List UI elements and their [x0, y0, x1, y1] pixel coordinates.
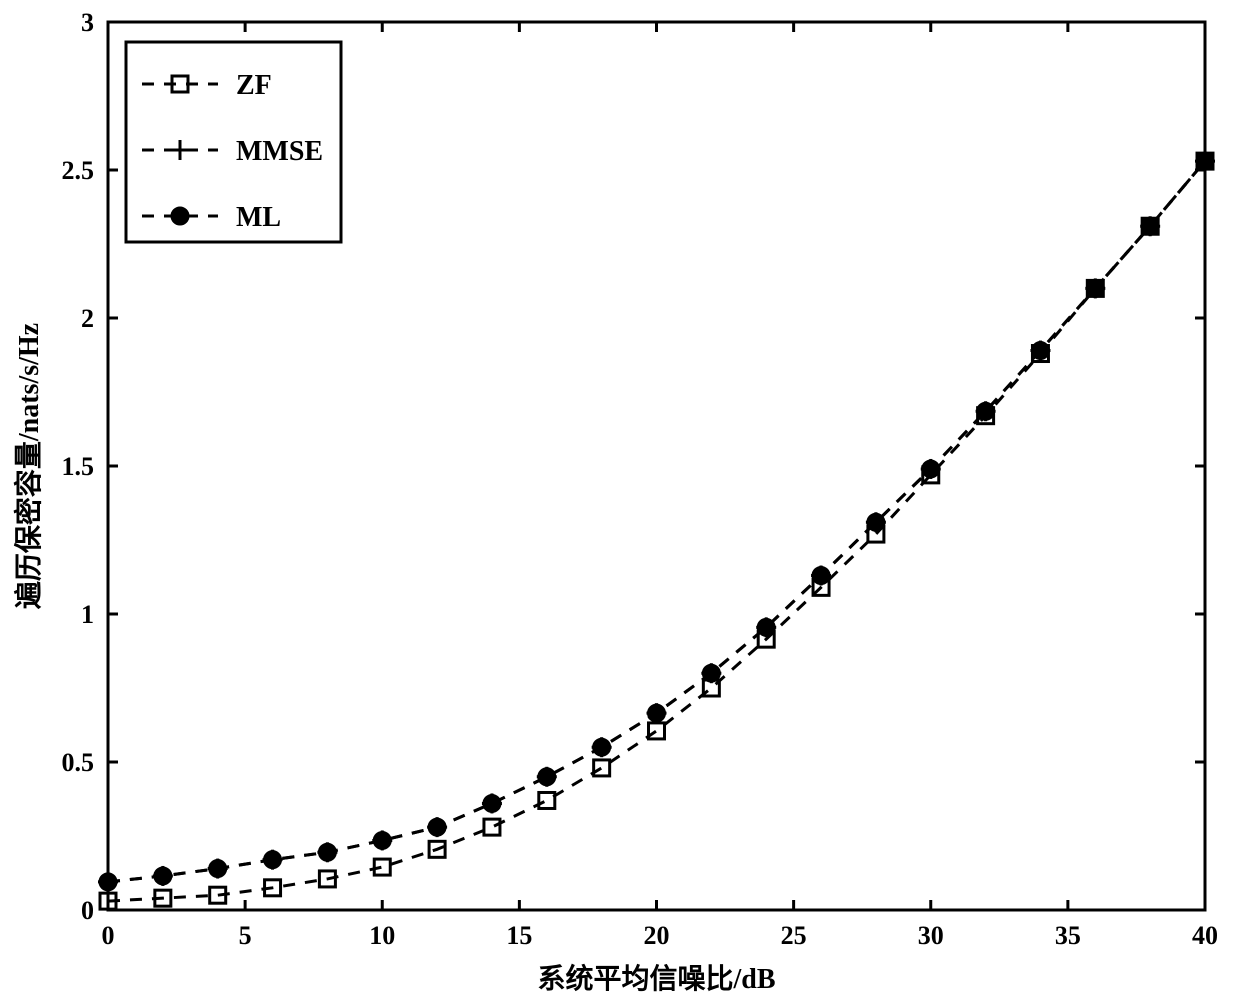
svg-text:0: 0 — [81, 896, 94, 925]
svg-text:2.5: 2.5 — [62, 156, 95, 185]
y-axis-title: 遍历保密容量/nats/s/Hz — [12, 323, 45, 609]
legend-label-zf: ZF — [236, 70, 272, 101]
series-ml — [100, 153, 1213, 890]
svg-text:1: 1 — [81, 600, 94, 629]
chart-container: 0 5 10 15 20 25 30 35 40 0 0.5 1 1.5 2 2.5 3 系统平均信噪比/dB 遍… — [0, 0, 1240, 1005]
legend: ZF MMSE ML — [126, 42, 341, 242]
svg-text:10: 10 — [369, 921, 395, 950]
svg-text:20: 20 — [644, 921, 670, 950]
svg-text:30: 30 — [918, 921, 944, 950]
legend-label-ml: ML — [236, 202, 281, 233]
svg-text:5: 5 — [239, 921, 252, 950]
svg-text:2: 2 — [81, 304, 94, 333]
series-mmse — [98, 151, 1215, 892]
legend-label-mmse: MMSE — [236, 136, 323, 167]
svg-text:15: 15 — [506, 921, 532, 950]
svg-text:25: 25 — [781, 921, 807, 950]
svg-text:40: 40 — [1192, 921, 1218, 950]
x-axis-title: 系统平均信噪比/dB — [537, 962, 775, 995]
svg-text:35: 35 — [1055, 921, 1081, 950]
svg-text:0.5: 0.5 — [62, 748, 95, 777]
series-zf — [100, 153, 1213, 909]
svg-text:1.5: 1.5 — [62, 452, 95, 481]
svg-text:0: 0 — [102, 921, 115, 950]
svg-text:3: 3 — [81, 8, 94, 37]
chart-svg: 0 5 10 15 20 25 30 35 40 0 0.5 1 1.5 2 2.5 3 系统平均信噪比/dB 遍… — [0, 0, 1240, 1005]
